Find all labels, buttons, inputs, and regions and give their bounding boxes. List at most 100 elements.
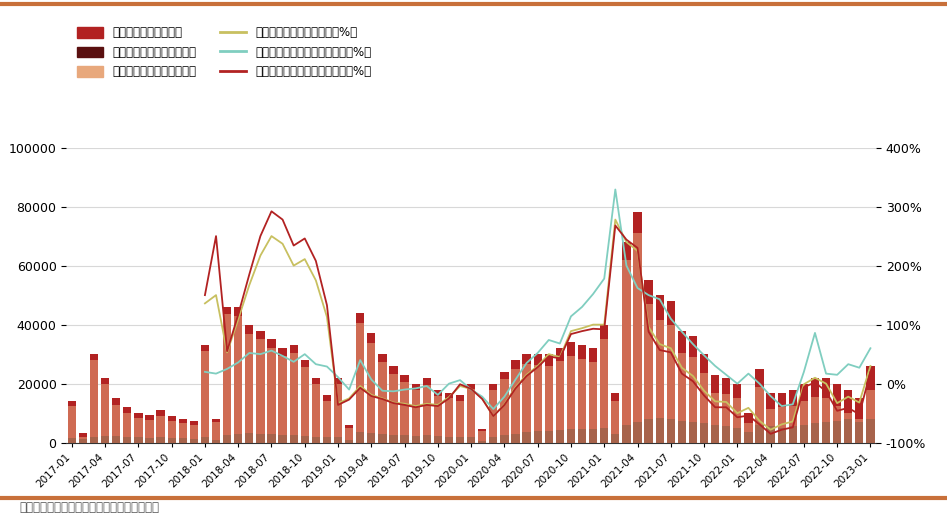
Bar — [156, 416, 165, 443]
Bar — [655, 295, 664, 443]
Bar — [201, 345, 209, 443]
Bar — [79, 439, 87, 443]
Bar — [523, 354, 530, 443]
Bar — [189, 425, 198, 443]
Bar — [523, 365, 530, 443]
Bar — [611, 402, 619, 443]
Bar — [622, 242, 631, 443]
Bar — [722, 378, 730, 443]
Bar — [511, 434, 520, 443]
Bar — [744, 424, 753, 443]
Bar — [389, 366, 398, 443]
Bar — [312, 437, 320, 443]
Bar — [578, 429, 586, 443]
Bar — [766, 426, 775, 443]
Bar — [811, 397, 819, 443]
Bar — [678, 330, 686, 443]
Bar — [867, 419, 875, 443]
Bar — [267, 348, 276, 443]
Bar — [589, 428, 598, 443]
Bar — [123, 413, 132, 443]
Bar — [789, 389, 797, 443]
Bar — [766, 393, 775, 443]
Bar — [212, 419, 221, 443]
Bar — [278, 348, 287, 443]
Bar — [257, 339, 264, 443]
Bar — [412, 384, 420, 443]
Bar — [389, 435, 398, 443]
Bar — [733, 384, 742, 443]
Bar — [145, 419, 153, 443]
Bar — [345, 425, 353, 443]
Bar — [145, 437, 153, 443]
Bar — [467, 437, 475, 443]
Bar — [756, 425, 763, 443]
Bar — [811, 424, 819, 443]
Bar — [600, 325, 608, 443]
Bar — [378, 354, 386, 443]
Bar — [600, 428, 608, 443]
Bar — [300, 367, 309, 443]
Bar — [744, 432, 753, 443]
Bar — [90, 360, 98, 443]
Bar — [412, 391, 420, 443]
Bar — [567, 430, 575, 443]
Bar — [556, 360, 564, 443]
Bar — [234, 434, 242, 443]
Bar — [323, 401, 331, 443]
Bar — [688, 336, 697, 443]
Bar — [201, 350, 209, 443]
Bar — [168, 438, 176, 443]
Bar — [300, 360, 309, 443]
Bar — [257, 434, 264, 443]
Bar — [323, 437, 331, 443]
Bar — [799, 384, 808, 443]
Bar — [112, 398, 120, 443]
Bar — [179, 419, 187, 443]
Bar — [434, 396, 442, 443]
Bar — [589, 348, 598, 443]
Bar — [500, 435, 509, 443]
Bar — [799, 425, 808, 443]
Bar — [456, 437, 464, 443]
Bar — [833, 406, 841, 443]
Bar — [401, 435, 409, 443]
Bar — [645, 304, 652, 443]
Bar — [744, 413, 753, 443]
Bar — [456, 401, 464, 443]
Bar — [688, 422, 697, 443]
Bar — [401, 375, 409, 443]
Bar — [711, 393, 720, 443]
Bar — [756, 387, 763, 443]
Bar — [789, 406, 797, 443]
Bar — [600, 339, 608, 443]
Bar — [467, 384, 475, 443]
Bar — [445, 398, 453, 443]
Bar — [822, 422, 831, 443]
Bar — [412, 436, 420, 443]
Bar — [290, 435, 297, 443]
Bar — [290, 345, 297, 443]
Bar — [855, 419, 864, 443]
Bar — [345, 440, 353, 443]
Bar — [678, 353, 686, 443]
Bar — [844, 389, 852, 443]
Bar — [267, 434, 276, 443]
Bar — [312, 378, 320, 443]
Bar — [456, 395, 464, 443]
Bar — [245, 433, 254, 443]
Bar — [334, 378, 342, 443]
Bar — [678, 421, 686, 443]
Bar — [223, 435, 231, 443]
Bar — [490, 384, 497, 443]
Bar — [844, 419, 852, 443]
Bar — [168, 416, 176, 443]
Bar — [467, 389, 475, 443]
Bar — [490, 437, 497, 443]
Bar — [700, 373, 708, 443]
Bar — [523, 432, 530, 443]
Bar — [500, 372, 509, 443]
Bar — [622, 260, 631, 443]
Bar — [545, 354, 553, 443]
Bar — [323, 395, 331, 443]
